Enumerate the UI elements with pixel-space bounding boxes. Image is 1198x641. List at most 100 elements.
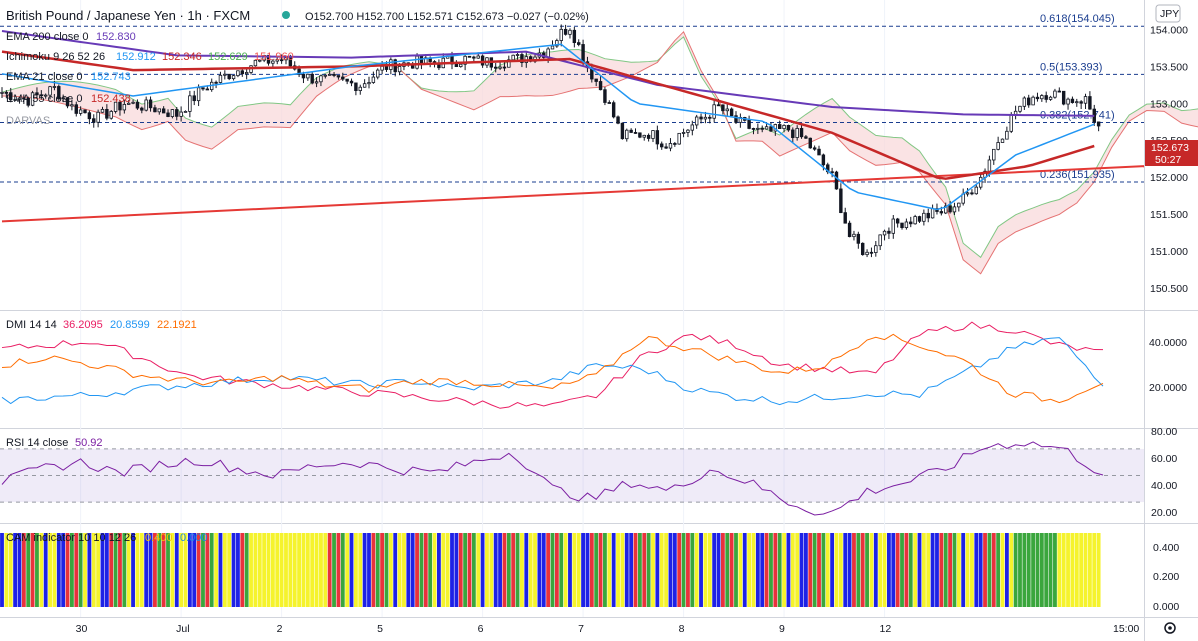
cam-bar <box>332 533 336 607</box>
candle <box>882 229 887 241</box>
cam-bar <box>170 533 175 607</box>
candle-body <box>1027 97 1031 106</box>
candle-body <box>681 132 686 134</box>
candle <box>677 132 681 145</box>
cam-bar <box>1057 533 1062 607</box>
candle <box>926 208 930 223</box>
candle <box>253 59 258 67</box>
candle-body <box>633 132 638 134</box>
candle <box>275 57 279 65</box>
cam-bar <box>913 533 918 607</box>
dmi-line-2 <box>1 333 1104 404</box>
dmi-pane[interactable] <box>1 321 1104 409</box>
cam-bar <box>887 533 891 607</box>
candle <box>17 97 22 104</box>
candle-body <box>362 83 367 88</box>
candle <box>13 98 17 102</box>
candle <box>1066 97 1070 110</box>
cam-bar <box>795 533 800 607</box>
candle <box>78 106 83 116</box>
price-tick: 151.000 <box>1150 246 1188 258</box>
cam-bar <box>607 533 612 607</box>
candle-body <box>13 98 17 101</box>
candle-body <box>616 116 620 124</box>
candle <box>996 136 1000 151</box>
cam-bar <box>908 533 913 607</box>
candle-body <box>620 122 625 140</box>
candle <box>362 79 367 88</box>
cam-bar <box>205 533 210 607</box>
candle-body <box>655 130 660 145</box>
candle-body <box>262 55 266 61</box>
candle-body <box>17 97 22 100</box>
candle <box>113 101 118 114</box>
candle-body <box>712 104 716 119</box>
candle <box>26 96 30 108</box>
candle-body <box>563 28 568 35</box>
candle <box>65 97 70 109</box>
cam-bar <box>397 533 402 607</box>
ema200-line <box>1 30 1095 117</box>
candle-body <box>716 104 721 107</box>
candle <box>341 72 345 82</box>
currency-button[interactable]: JPY <box>1155 4 1181 23</box>
cam-bar <box>419 533 424 607</box>
candle-body <box>92 118 96 123</box>
cam-bar <box>187 533 192 607</box>
cam-bar <box>751 533 756 607</box>
candle <box>782 124 786 133</box>
cam-bar <box>1074 533 1079 607</box>
cam-bar <box>616 533 620 607</box>
dmi-line-1 <box>1 337 1104 406</box>
candle <box>30 90 35 107</box>
candle <box>70 99 74 111</box>
cam-bar <box>231 533 236 607</box>
price-pane[interactable]: 0.618(154.045)0.5(153.393)0.382(152.741)… <box>0 13 1198 275</box>
candle <box>839 183 843 214</box>
candle <box>729 107 734 117</box>
candle-body <box>760 127 764 130</box>
cam-bar <box>970 533 974 607</box>
cam-bar <box>458 533 463 607</box>
candle-body <box>642 134 646 138</box>
candle-body <box>161 108 166 114</box>
candle-body <box>341 76 345 80</box>
candle <box>371 71 376 84</box>
ema55-legend: EMA 55 close 0 <box>6 93 82 105</box>
cam-bar <box>227 533 232 607</box>
cam-pane[interactable] <box>0 533 1101 607</box>
svg-text:0.200: 0.200 <box>1153 571 1179 583</box>
candle-body <box>926 212 930 219</box>
candle-body <box>834 171 839 190</box>
candle-body <box>957 202 961 208</box>
candle-body <box>126 102 131 105</box>
settings-icon[interactable] <box>1164 622 1176 634</box>
cam-bar <box>773 533 778 607</box>
candle-body <box>397 66 402 73</box>
cam-bar <box>568 533 572 607</box>
cam-bar <box>406 533 411 607</box>
candle-body <box>358 86 362 91</box>
candle-body <box>555 40 559 47</box>
candle-body <box>874 245 878 253</box>
cam-bar <box>533 533 537 607</box>
cam-bar <box>747 533 752 607</box>
candle-body <box>550 45 555 50</box>
rsi-pane[interactable] <box>0 441 1144 516</box>
cam-bar <box>1031 533 1036 607</box>
candle <box>607 100 612 104</box>
candle-body <box>791 129 795 138</box>
candle <box>568 28 572 39</box>
candle-body <box>603 89 607 103</box>
cam-bar <box>183 533 188 607</box>
cam-bar <box>279 533 284 607</box>
candle-body <box>502 66 507 69</box>
candle <box>1044 91 1048 103</box>
cam-bar <box>725 533 730 607</box>
cam-bar <box>310 533 315 607</box>
cam-bar <box>471 533 476 607</box>
cam-bar <box>30 533 35 607</box>
cam-bar <box>122 533 127 607</box>
cam-bar <box>581 533 585 607</box>
